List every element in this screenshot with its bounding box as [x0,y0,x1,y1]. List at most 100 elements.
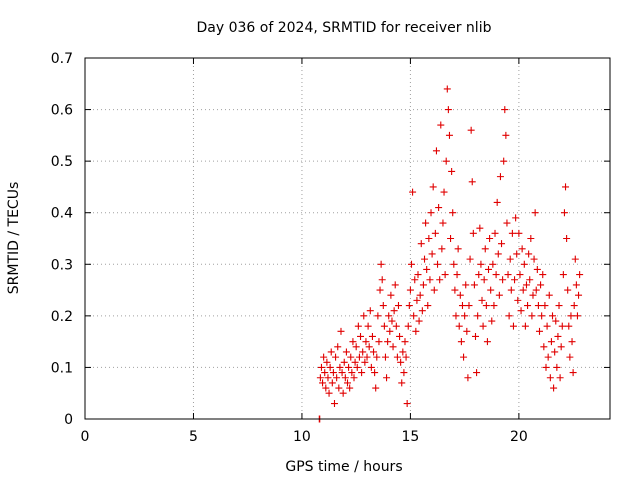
data-point [329,369,337,377]
data-point [406,286,414,294]
data-point [488,317,496,325]
data-point [519,286,527,294]
data-point [534,302,542,310]
data-point [460,353,468,361]
data-point [553,363,561,371]
data-point [504,271,512,279]
data-point [467,126,475,134]
data-point [532,286,540,294]
data-point [372,384,380,392]
data-point [381,353,389,361]
data-point [399,348,407,356]
data-point [438,245,446,253]
data-point [350,374,358,382]
data-point [516,271,524,279]
data-point [509,322,517,330]
data-point [540,343,548,351]
x-tick-label: 5 [189,429,198,445]
data-point [545,291,553,299]
data-point [349,338,357,346]
data-point [380,322,388,330]
y-tick-label: 0.1 [51,360,73,376]
data-point [342,348,350,356]
data-point [554,332,562,340]
data-point [429,183,437,191]
data-point [565,322,573,330]
data-point [384,338,392,346]
data-point [529,291,537,299]
data-point [392,322,400,330]
y-tick-label: 0.6 [51,103,73,119]
data-point [345,363,353,371]
data-point [409,188,417,196]
data-point [506,255,514,263]
data-point [443,85,451,93]
data-point [339,389,347,397]
data-point [359,348,367,356]
data-point [544,353,552,361]
data-point [376,286,384,294]
data-point [393,353,401,361]
data-point [370,348,378,356]
data-point [366,307,374,315]
data-point [475,271,483,279]
data-point [407,260,415,268]
data-point [521,322,529,330]
data-point [559,271,567,279]
data-point [421,255,429,263]
data-point [371,369,379,377]
data-point [456,291,464,299]
data-point [551,348,559,356]
data-point [576,271,584,279]
x-tick-label: 10 [293,429,311,445]
data-point [477,260,485,268]
data-point [319,379,327,387]
data-point [387,291,395,299]
y-tick-label: 0.7 [51,51,73,67]
data-point [566,353,574,361]
data-point [517,307,525,315]
data-point [416,291,424,299]
data-point [485,265,493,273]
data-point [457,338,465,346]
data-point [514,296,522,304]
data-point [560,209,568,217]
data-point [555,302,563,310]
data-point [530,255,538,263]
data-point [526,276,534,284]
plot-frame [84,57,611,420]
data-point [495,291,503,299]
data-point [385,312,393,320]
data-point [322,384,330,392]
data-point [454,245,462,253]
data-point [321,369,329,377]
y-tick-label: 0.2 [51,309,73,325]
data-point [531,209,539,217]
data-point [481,245,489,253]
chart-title: Day 036 of 2024, SRMTID for receiver nli… [197,20,492,36]
data-point [357,332,365,340]
grid [85,58,610,419]
data-point [547,338,555,346]
data-point [320,353,328,361]
data-point [428,250,436,258]
data-point [336,363,344,371]
data-point [501,106,509,114]
data-point [437,121,445,129]
data-point [563,235,571,242]
data-point [482,302,490,310]
data-point [455,322,463,330]
data-point [533,265,541,273]
data-point [332,353,340,361]
data-point [449,209,457,217]
data-point [405,302,413,310]
data-point [415,317,423,325]
data-point [538,312,546,320]
data-point [404,322,412,330]
data-point [440,188,448,196]
data-point [391,281,399,289]
y-axis-label: SRMTID / TECUs [6,182,22,295]
data-point [522,281,530,289]
data-point [562,183,570,191]
data-point [422,219,430,227]
